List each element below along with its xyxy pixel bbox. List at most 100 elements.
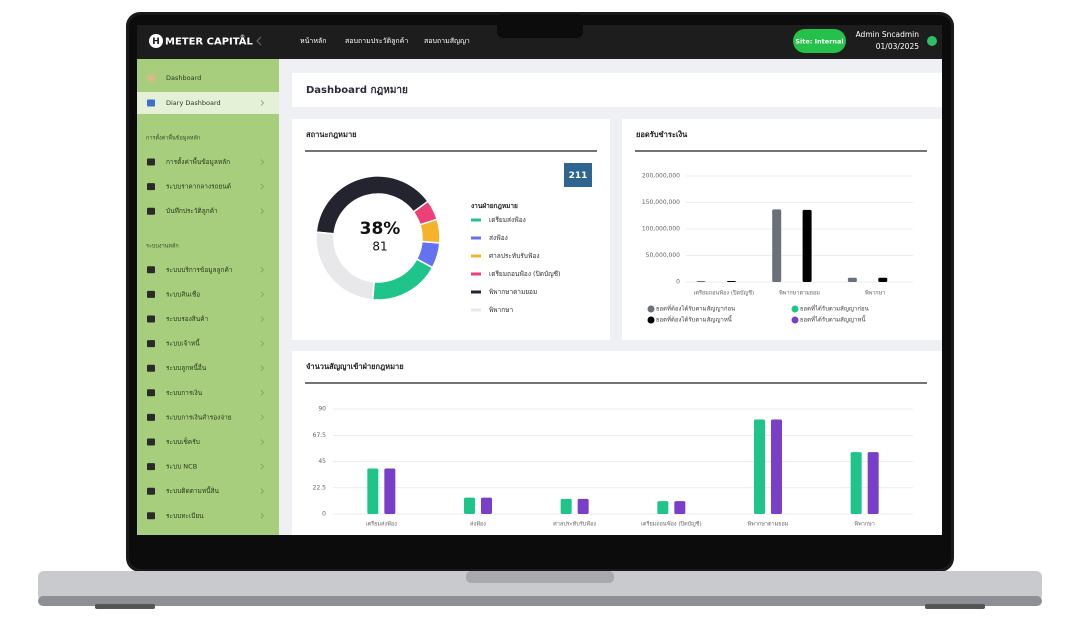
donut-segment [418, 218, 441, 244]
bar [771, 419, 782, 514]
bar [657, 501, 669, 514]
bar [847, 277, 857, 282]
menu-item[interactable]: ระบบเช็ครับ [166, 437, 200, 446]
y-tick-label: 0 [322, 511, 326, 518]
date: 01/03/2025 [876, 42, 919, 51]
menu-icon [147, 99, 155, 107]
menu-item[interactable]: Diary Dashboard [166, 99, 221, 107]
nav-link[interactable]: สอบถามสัญญา [424, 37, 470, 45]
base-edge [38, 596, 1042, 606]
chevron [260, 159, 265, 165]
nav-link[interactable]: หน้าหลัก [300, 37, 326, 45]
donut-segment [315, 175, 429, 235]
menu-item[interactable]: ระบบรองสินค้า [166, 315, 209, 323]
menu-item[interactable]: ระบบการเงินสำรองจ่าย [166, 413, 232, 421]
menu-icon [147, 290, 155, 298]
x-tick-label: พิพากษา [865, 290, 886, 297]
card-title: จำนวนสัญญาเข้าฝ่ายกฎหมาย [306, 362, 404, 371]
y-tick-label: 150,000,000 [642, 199, 680, 206]
menu-icon [147, 158, 155, 166]
chevron [260, 316, 265, 322]
user-icon[interactable] [927, 36, 937, 46]
menu-active [137, 92, 279, 114]
bar [850, 452, 862, 514]
logo-letter: H [152, 37, 160, 47]
menu-icon [147, 438, 155, 446]
bar [577, 498, 589, 514]
bar [481, 497, 492, 514]
menu-icon [147, 413, 155, 421]
legend-label: ยอดที่ได้รับตามสัญญาก่อน [800, 305, 869, 313]
menu-icon [147, 207, 155, 215]
menu-icon [147, 364, 155, 372]
menu-icon [147, 487, 155, 495]
menu-icon [147, 340, 155, 348]
y-tick-label: 22.5 [313, 484, 327, 491]
menu-item[interactable]: ระบบราคากลางรถยนต์ [166, 183, 231, 191]
menu-item[interactable]: ระบบทะเบียน [166, 512, 204, 520]
legend-label: เตรียมส่งฟ้อง [489, 216, 526, 224]
menu-icon [147, 74, 155, 82]
chevron [260, 183, 265, 190]
chevron [260, 291, 265, 298]
chevron [260, 100, 265, 106]
x-tick-label: ส่งฟ้อง [470, 521, 486, 528]
legend-label: เตรียมถอนฟ้อง (ปิดบัญชี) [489, 270, 561, 278]
chevron [260, 340, 265, 347]
menu-item[interactable]: ระบบลูกหนี้อื่น [166, 363, 207, 372]
bar [878, 277, 888, 282]
y-tick-label: 100,000,000 [642, 226, 680, 233]
user-name: Admin Sncadmin [856, 30, 920, 39]
brand: METER CAPITAL [165, 37, 254, 48]
chevron [260, 513, 265, 519]
menu-item[interactable]: ระบบ NCB [166, 463, 197, 471]
legend-swatch [791, 316, 799, 324]
center-label: 38% [360, 219, 401, 239]
chevron [260, 365, 265, 371]
y-tick-label: 90 [318, 406, 326, 413]
site-label: Site: Internal [795, 38, 843, 46]
menu-section: ระบบงานหลัก [146, 242, 179, 249]
donut-segment [412, 200, 439, 226]
center-value: 81 [372, 240, 387, 254]
menu-item[interactable]: Dashboard [166, 74, 201, 82]
menu-item[interactable]: บันทึกประวัติลูกค้า [166, 207, 218, 215]
bar [754, 419, 765, 514]
collapse-icon[interactable] [256, 36, 262, 46]
logo-mark [149, 34, 163, 48]
foot [925, 604, 985, 609]
card [622, 119, 942, 340]
y-tick-label: 67.5 [313, 432, 327, 439]
menu-item[interactable]: ระบบบริการข้อมูลลูกค้า [166, 266, 233, 274]
x-tick-label: เตรียมถอนฟ้อง (ปิดบัญชี) [694, 290, 755, 297]
chevron [260, 439, 265, 445]
menu-item[interactable]: ระบบสินเชื่อ [166, 289, 200, 298]
nav-link[interactable]: สอบถามประวัติลูกค้า [345, 37, 408, 45]
bar [464, 497, 475, 514]
card-title: ยอดรับชำระเงิน [636, 130, 688, 139]
x-tick-label: เตรียมถอนฟ้อง (ปิดบัญชี) [641, 521, 702, 528]
y-tick-label: 45 [318, 458, 326, 465]
menu-item[interactable]: ระบบเจ้าหนี้ [166, 339, 200, 348]
menu-section: การตั้งค่าพื้นข้อมูลหลัก [146, 134, 200, 142]
base-notch [466, 571, 614, 583]
foot [95, 604, 155, 609]
menu-item[interactable]: ระบบการเงิน [166, 389, 203, 397]
page-title: Dashboard กฎหมาย [306, 85, 408, 96]
card [292, 119, 610, 340]
legend-label: ยอดที่ต้องได้รับตามสัญญาก่อน [656, 305, 735, 313]
legend-swatch [791, 305, 799, 313]
x-tick-label: ศาลประทับรับฟ้อง [553, 521, 596, 528]
menu-icon [147, 389, 155, 397]
bar [726, 280, 736, 282]
x-tick-label: พิพากษาตามยอม [747, 521, 789, 528]
bar [560, 498, 572, 514]
total-badge [564, 163, 592, 187]
legend-label: ยอดที่ได้รับตามสัญญาหนี้ [800, 314, 866, 324]
laptop-base [38, 571, 1042, 601]
menu-item[interactable]: การตั้งค่าพื้นข้อมูลหลัก [166, 157, 230, 166]
menu-item[interactable]: ระบบติดตามหนี้สิน [166, 486, 220, 495]
bar [367, 468, 379, 514]
legend-label: พิพากษาตามยอม [489, 288, 537, 296]
